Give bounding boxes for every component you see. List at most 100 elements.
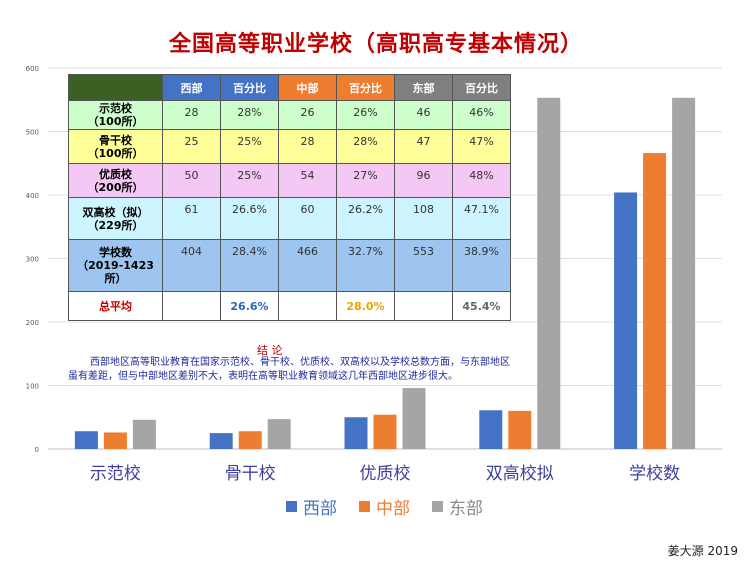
y-tick-label: 300 xyxy=(26,256,39,264)
table-row: 示范校 （100所） 28 28% 26 26% 46 46% xyxy=(68,100,511,130)
bar xyxy=(74,431,98,449)
table-cell: 108 xyxy=(394,197,453,240)
bar xyxy=(373,414,397,449)
bars xyxy=(74,97,696,449)
bar xyxy=(209,433,233,449)
author-credit: 姜大源 2019 xyxy=(667,544,738,558)
bar xyxy=(643,153,667,449)
table-cell: 25% xyxy=(220,129,279,164)
y-tick-label: 200 xyxy=(26,319,39,327)
y-tick-label: 400 xyxy=(26,192,39,200)
table-cell: 28.4% xyxy=(220,239,279,292)
table-row-label: 优质校 （200所） xyxy=(68,163,163,198)
table-cell xyxy=(394,291,453,321)
table-row: 双高校（拟） （229所） 61 26.6% 60 26.2% 108 47.1% xyxy=(68,197,511,240)
y-tick-label: 500 xyxy=(26,129,39,137)
bar xyxy=(479,410,503,449)
y-tick-label: 100 xyxy=(26,383,39,391)
table-cell: 46 xyxy=(394,100,453,130)
table-cell xyxy=(162,291,221,321)
bar xyxy=(267,419,291,449)
table-row-label: 双高校（拟） （229所） xyxy=(68,197,163,240)
table-cell: 26% xyxy=(336,100,395,130)
x-tick-label: 学校数 xyxy=(629,464,680,484)
legend-label-central: 中部 xyxy=(376,499,410,519)
bar xyxy=(508,410,532,449)
y-tick-label: 0 xyxy=(35,446,39,454)
table-cell xyxy=(278,291,337,321)
table-cell: 60 xyxy=(278,197,337,240)
header-west-percent: 百分比 xyxy=(220,74,279,101)
table-cell: 38.9% xyxy=(452,239,511,292)
table-row: 骨干校 （100所） 25 25% 28 28% 47 47% xyxy=(68,129,511,164)
table-cell: 47.1% xyxy=(452,197,511,240)
table-cell: 26.2% xyxy=(336,197,395,240)
table-cell: 46% xyxy=(452,100,511,130)
table-cell: 61 xyxy=(162,197,221,240)
data-table: 西部 百分比 中部 百分比 东部 百分比 示范校 （100所） 28 28% 26 26… xyxy=(68,74,511,321)
table-cell: 54 xyxy=(278,163,337,198)
x-axis-labels: 示范校 骨干校 优质校 双高校拟 学校数 xyxy=(90,464,680,484)
bar xyxy=(614,192,638,449)
header-east-percent: 百分比 xyxy=(452,74,511,101)
table-cell: 50 xyxy=(162,163,221,198)
table-cell: 27% xyxy=(336,163,395,198)
table-cell: 26 xyxy=(278,100,337,130)
table-cell: 45.4% xyxy=(452,291,511,321)
table-cell: 466 xyxy=(278,239,337,292)
header-central: 中部 xyxy=(278,74,337,101)
table-cell: 48% xyxy=(452,163,511,198)
table-row: 优质校 （200所） 50 25% 54 27% 96 48% xyxy=(68,163,511,198)
bar xyxy=(132,419,156,449)
legend-label-east: 东部 xyxy=(449,499,483,519)
bar xyxy=(672,97,696,449)
legend-swatch-west xyxy=(286,501,297,512)
table-cell: 25% xyxy=(220,163,279,198)
table-cell: 28.0% xyxy=(336,291,395,321)
y-axis-ticks: 0 100 200 300 400 500 600 xyxy=(26,65,39,454)
bar xyxy=(402,388,426,449)
table-cell: 32.7% xyxy=(336,239,395,292)
bar xyxy=(537,97,561,449)
table-corner-cell xyxy=(68,74,163,101)
table-row-label: 学校数 （2019-1423 所） xyxy=(68,239,163,292)
legend-item-central: 中部 xyxy=(359,494,410,519)
table-cell: 26.6% xyxy=(220,291,279,321)
table-cell: 404 xyxy=(162,239,221,292)
legend-item-east: 东部 xyxy=(432,494,483,519)
table-cell: 47% xyxy=(452,129,511,164)
legend-swatch-east xyxy=(432,501,443,512)
legend-item-west: 西部 xyxy=(286,494,337,519)
table-cell: 28 xyxy=(162,100,221,130)
table-cell: 25 xyxy=(162,129,221,164)
table-row: 学校数 （2019-1423 所） 404 28.4% 466 32.7% 553 38.9… xyxy=(68,239,511,292)
legend-label-west: 西部 xyxy=(303,499,337,519)
header-central-percent: 百分比 xyxy=(336,74,395,101)
chart-legend: 西部 中部 东部 xyxy=(286,494,483,519)
legend-swatch-central xyxy=(359,501,370,512)
bar xyxy=(344,417,368,449)
y-tick-label: 600 xyxy=(26,65,39,73)
table-cell: 28% xyxy=(336,129,395,164)
table-row-label: 示范校 （100所） xyxy=(68,100,163,130)
table-cell: 553 xyxy=(394,239,453,292)
conclusion-title: 结 论 xyxy=(257,344,283,357)
conclusion-text: 西部地区高等职业教育在国家示范校、骨干校、优质校、双高校以及学校总数方面，与东部… xyxy=(68,357,510,382)
header-west: 西部 xyxy=(162,74,221,101)
table-row: 总平均 26.6% 28.0% 45.4% xyxy=(68,291,511,321)
table-cell: 26.6% xyxy=(220,197,279,240)
table-body: 示范校 （100所） 28 28% 26 26% 46 46% 骨干校 （100所） 25 25%… xyxy=(68,100,511,321)
x-tick-label: 骨干校 xyxy=(225,464,276,484)
x-tick-label: 示范校 xyxy=(90,464,141,484)
table-header-row: 西部 百分比 中部 百分比 东部 百分比 xyxy=(68,74,511,101)
table-row-label: 总平均 xyxy=(68,291,163,321)
x-tick-label: 优质校 xyxy=(360,464,411,484)
table-cell: 96 xyxy=(394,163,453,198)
bar xyxy=(103,432,127,449)
bar xyxy=(238,431,262,449)
header-east: 东部 xyxy=(394,74,453,101)
table-row-label: 骨干校 （100所） xyxy=(68,129,163,164)
chart-title: 全国高等职业学校（高职高专基本情况） xyxy=(168,32,583,57)
x-tick-label: 双高校拟 xyxy=(486,464,554,484)
table-cell: 28% xyxy=(220,100,279,130)
